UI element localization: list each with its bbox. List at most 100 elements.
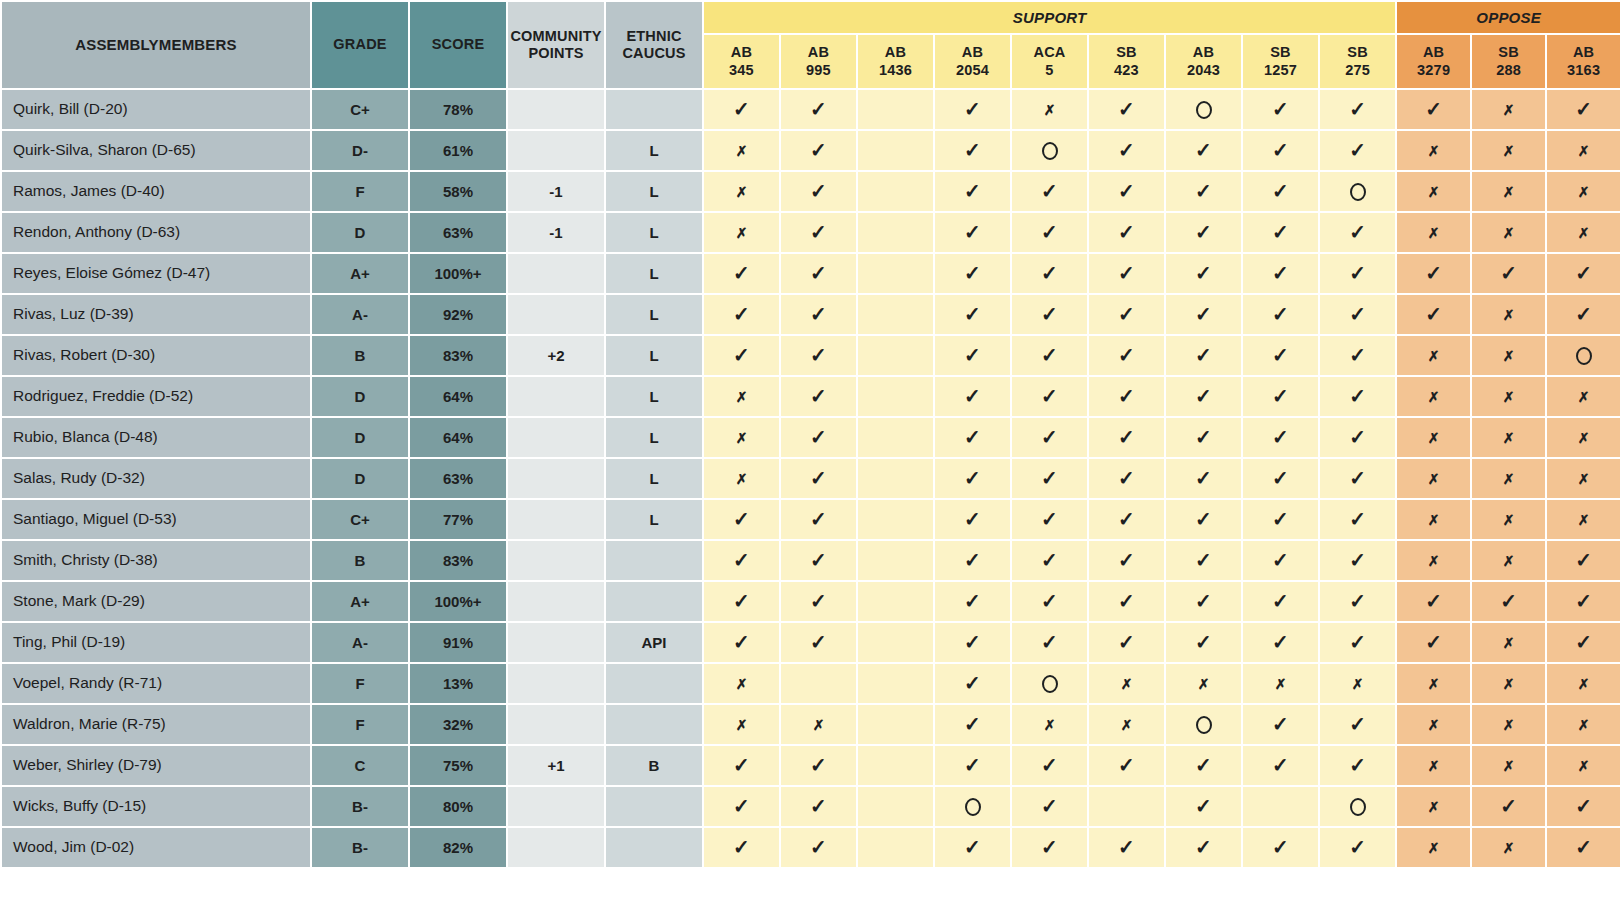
vote-cell: ✓ (934, 704, 1011, 745)
vote-cell: ✓ (1242, 376, 1319, 417)
vote-cell: ✓ (934, 581, 1011, 622)
vote-cell (857, 540, 934, 581)
vote-cell: ✓ (780, 376, 857, 417)
community-points-cell (507, 786, 605, 827)
vote-check-icon: ✓ (1349, 467, 1366, 489)
vote-check-icon: ✓ (810, 221, 827, 243)
vote-check-icon: ✓ (1041, 754, 1058, 776)
vote-cell: ✓ (703, 89, 780, 130)
vote-check-icon: ✓ (1118, 590, 1135, 612)
vote-check-icon: ✓ (810, 549, 827, 571)
community-points-cell (507, 376, 605, 417)
member-row: Wicks, Buffy (D-15)B-80%✓✓✓✓✗✓✓ (1, 786, 1620, 827)
score-cell: 58% (409, 171, 507, 212)
vote-check-icon: ✓ (1425, 631, 1442, 653)
vote-cell (1165, 704, 1242, 745)
vote-cell: ✓ (1471, 581, 1546, 622)
vote-cell: ✗ (1471, 212, 1546, 253)
vote-cell: ✗ (703, 663, 780, 704)
vote-x-icon: ✗ (1428, 799, 1440, 815)
community-points-cell (507, 827, 605, 868)
score-cell: 91% (409, 622, 507, 663)
vote-check-icon: ✓ (1272, 713, 1289, 735)
vote-cell: ✓ (1319, 540, 1396, 581)
vote-cell: ✗ (1471, 417, 1546, 458)
vote-check-icon: ✓ (1500, 590, 1517, 612)
grade-cell: A+ (311, 581, 409, 622)
grade-cell: A- (311, 294, 409, 335)
ethnic-caucus-cell (605, 89, 703, 130)
vote-cell: ✓ (703, 745, 780, 786)
vote-x-icon: ✗ (1503, 102, 1515, 118)
vote-check-icon: ✓ (810, 385, 827, 407)
ethnic-caucus-cell: L (605, 130, 703, 171)
vote-x-icon: ✗ (1503, 676, 1515, 692)
vote-cell: ✗ (1471, 622, 1546, 663)
vote-cell: ✓ (1319, 212, 1396, 253)
vote-check-icon: ✓ (964, 590, 981, 612)
vote-x-icon: ✗ (1503, 143, 1515, 159)
member-name-cell: Rivas, Luz (D-39) (1, 294, 311, 335)
community-points-cell (507, 253, 605, 294)
vote-cell (857, 171, 934, 212)
vote-check-icon: ✓ (1118, 180, 1135, 202)
vote-check-icon: ✓ (733, 508, 750, 530)
community-points-cell: +1 (507, 745, 605, 786)
vote-circle-icon (1042, 675, 1058, 693)
oppose-bill-header: SB288 (1471, 34, 1546, 89)
vote-x-icon: ✗ (1503, 717, 1515, 733)
vote-check-icon: ✓ (1195, 508, 1212, 530)
vote-x-icon: ✗ (1428, 717, 1440, 733)
vote-check-icon: ✓ (1575, 303, 1592, 325)
vote-check-icon: ✓ (733, 303, 750, 325)
member-row: Rivas, Robert (D-30)B83%+2L✓✓✓✓✓✓✓✓✗✗ (1, 335, 1620, 376)
vote-x-icon: ✗ (1503, 512, 1515, 528)
vote-cell (857, 581, 934, 622)
vote-check-icon: ✓ (1349, 385, 1366, 407)
vote-x-icon: ✗ (1121, 676, 1133, 692)
grade-cell: F (311, 171, 409, 212)
vote-cell: ✗ (1546, 130, 1620, 171)
vote-check-icon: ✓ (1118, 631, 1135, 653)
vote-check-icon: ✓ (1272, 139, 1289, 161)
ethnic-caucus-cell: L (605, 417, 703, 458)
vote-cell: ✓ (1165, 376, 1242, 417)
vote-cell: ✓ (1396, 581, 1471, 622)
score-cell: 83% (409, 540, 507, 581)
vote-cell (1546, 335, 1620, 376)
member-row: Quirk, Bill (D-20)C+78%✓✓✓✗✓✓✓✓✗✓ (1, 89, 1620, 130)
vote-cell: ✓ (1546, 786, 1620, 827)
vote-cell: ✓ (1319, 253, 1396, 294)
vote-cell: ✓ (934, 89, 1011, 130)
vote-cell: ✗ (1471, 745, 1546, 786)
vote-check-icon: ✓ (733, 262, 750, 284)
vote-check-icon: ✓ (1195, 139, 1212, 161)
vote-cell (857, 786, 934, 827)
vote-cell: ✗ (1471, 458, 1546, 499)
vote-cell: ✓ (1011, 212, 1088, 253)
vote-cell: ✗ (1396, 540, 1471, 581)
vote-cell: ✓ (1088, 622, 1165, 663)
grade-cell: B (311, 540, 409, 581)
vote-cell: ✓ (934, 171, 1011, 212)
vote-cell: ✓ (780, 499, 857, 540)
vote-x-icon: ✗ (1198, 676, 1210, 692)
vote-cell (1319, 171, 1396, 212)
vote-check-icon: ✓ (810, 98, 827, 120)
vote-cell: ✓ (1165, 253, 1242, 294)
vote-cell: ✓ (1319, 745, 1396, 786)
vote-x-icon: ✗ (1578, 676, 1590, 692)
score-cell: 82% (409, 827, 507, 868)
ethnic-caucus-cell: L (605, 335, 703, 376)
vote-check-icon: ✓ (1195, 631, 1212, 653)
vote-cell: ✓ (780, 89, 857, 130)
vote-cell: ✓ (1319, 130, 1396, 171)
vote-check-icon: ✓ (1425, 590, 1442, 612)
member-row: Rendon, Anthony (D-63)D63%-1L✗✓✓✓✓✓✓✓✗✗✗ (1, 212, 1620, 253)
vote-cell: ✗ (1471, 294, 1546, 335)
member-row: Wood, Jim (D-02)B-82%✓✓✓✓✓✓✓✓✗✗✓ (1, 827, 1620, 868)
vote-cell (857, 499, 934, 540)
vote-check-icon: ✓ (1575, 262, 1592, 284)
vote-cell: ✗ (1396, 171, 1471, 212)
oppose-bill-header: AB3279 (1396, 34, 1471, 89)
